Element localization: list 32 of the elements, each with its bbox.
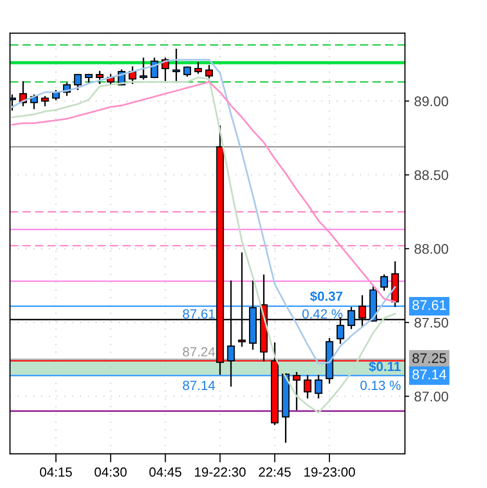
ref-line-label: 87.25 <box>412 353 446 364</box>
x-tick-label: 04:45 <box>149 467 182 477</box>
candlestick <box>140 58 148 80</box>
ref-line-label: 87.14 <box>412 370 446 380</box>
x-tick-label: 04:15 <box>40 467 72 477</box>
candlestick <box>304 374 312 398</box>
annotation: 87.61 <box>182 309 215 319</box>
annotation: 87.14 <box>182 380 215 390</box>
candlestick <box>172 48 180 83</box>
candlestick <box>150 58 158 78</box>
candlestick <box>96 70 104 84</box>
y-tick-label: 89.00 <box>414 96 448 106</box>
annotation: $0.11 <box>368 361 401 372</box>
x-tick-label: 22:45 <box>258 467 291 477</box>
candlestick <box>74 74 82 90</box>
annotation: 0.13 % <box>360 380 401 390</box>
candlestick <box>194 62 202 74</box>
annotation: 87.24 <box>182 347 215 356</box>
candlestick <box>380 274 388 291</box>
y-tick-label: 87.50 <box>414 318 448 328</box>
y-tick-label: 87.00 <box>414 392 448 402</box>
x-tick-label: 19-22:30 <box>195 467 246 477</box>
annotation: $0.37 <box>310 290 342 302</box>
x-tick-label: 04:30 <box>94 467 127 477</box>
candlestick <box>292 372 300 410</box>
annotation: 0.42 % <box>302 309 342 319</box>
candlestick <box>128 66 136 84</box>
x-tick-label: 19-23:00 <box>304 467 355 477</box>
candlestick <box>314 374 322 398</box>
y-tick-label: 88.00 <box>414 244 448 254</box>
y-tick-label: 88.50 <box>414 170 448 180</box>
ref-line-label: 87.61 <box>412 300 446 310</box>
